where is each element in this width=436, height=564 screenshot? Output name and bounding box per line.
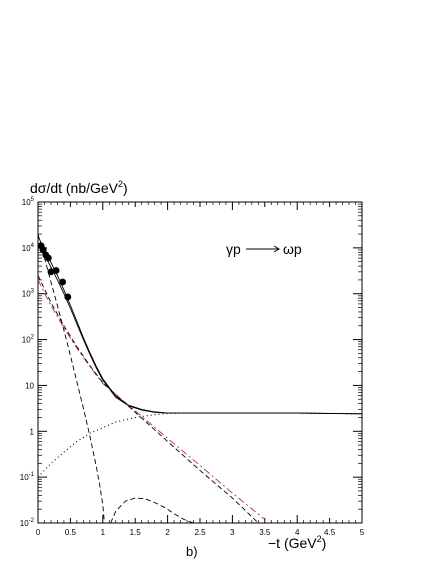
x-tick-label: 1 <box>101 528 106 537</box>
y-tick-label: 10-2 <box>20 518 35 528</box>
data-point <box>47 268 55 276</box>
y-tick-exp: -1 <box>29 472 35 478</box>
x-tick-label: 0.5 <box>65 528 77 537</box>
y-tick-base: 10 <box>22 336 31 345</box>
y-tick-label: 102 <box>22 335 35 345</box>
y-tick-label: 104 <box>22 243 35 253</box>
x-tick-label: 2 <box>165 528 170 537</box>
x-axis-label-sup: 2 <box>317 534 322 544</box>
y-axis-label: dσ/dt (nb/GeV2) <box>30 179 128 196</box>
x-axis-label-close: ) <box>322 535 327 551</box>
y-tick-exp: 3 <box>31 289 35 295</box>
y-tick-base: 10 <box>22 198 31 207</box>
y-tick-exp: 5 <box>31 197 35 203</box>
curve-dashed-4 <box>37 233 105 520</box>
x-tick-label: 1.5 <box>130 528 142 537</box>
data-point <box>39 246 47 254</box>
data-points <box>37 242 72 301</box>
y-tick-label: 103 <box>22 289 35 299</box>
y-tick-exp: -2 <box>29 518 35 524</box>
x-tick-label: 3 <box>230 528 235 537</box>
x-axis-label-text: −t (GeV <box>268 535 317 551</box>
y-tick-exp: 4 <box>31 243 35 249</box>
panel-label: b) <box>186 544 198 559</box>
curve-solid-0 <box>37 242 363 415</box>
y-tick-base: 10 <box>25 381 34 390</box>
data-point <box>52 267 60 274</box>
curves <box>37 233 363 524</box>
y-axis-label-close: ) <box>123 180 128 196</box>
curve-dotted-6 <box>37 412 363 478</box>
curve-dashdot-2 <box>37 279 266 520</box>
reaction-annotation: γp ωp <box>226 241 302 257</box>
reaction-final: ωp <box>283 241 302 257</box>
y-tick-label: 10 <box>25 381 34 390</box>
axes: 0 0.5 1 1.5 2 2.5 3 3.5 4 4.5 510-210-111010210310… <box>20 197 365 537</box>
data-point <box>64 293 72 301</box>
x-tick-label: 5 <box>360 528 365 537</box>
reaction-initial: γp <box>226 241 241 257</box>
y-tick-exp: 2 <box>31 335 35 341</box>
reaction-arrowhead-icon <box>273 245 280 253</box>
curve-dashed-5 <box>110 497 194 524</box>
curve-solid-1 <box>37 235 363 415</box>
y-tick-label: 105 <box>22 197 35 207</box>
y-tick-base: 10 <box>22 244 31 253</box>
y-tick-label: 1 <box>30 427 35 436</box>
curve-dashed-3 <box>37 275 259 524</box>
x-tick-label: 2.5 <box>194 528 206 537</box>
y-tick-base: 1 <box>30 427 35 436</box>
x-tick-label: 0 <box>36 528 41 537</box>
x-tick-label: 4.5 <box>324 528 336 537</box>
x-axis-label: −t (GeV2) <box>268 534 326 551</box>
x-tick-label: 4 <box>295 528 300 537</box>
y-tick-base: 10 <box>22 290 31 299</box>
data-point <box>44 254 52 262</box>
labels: dσ/dt (nb/GeV2) −t (GeV2) b) γp ωp <box>30 179 326 559</box>
y-tick-base: 10 <box>20 473 29 482</box>
x-tick-label: 3.5 <box>259 528 271 537</box>
y-axis-label-sup: 2 <box>118 179 123 189</box>
y-tick-base: 10 <box>20 519 29 528</box>
data-point <box>59 278 67 286</box>
y-tick-label: 10-1 <box>20 472 35 482</box>
y-axis-label-text: dσ/dt (nb/GeV <box>30 180 119 196</box>
